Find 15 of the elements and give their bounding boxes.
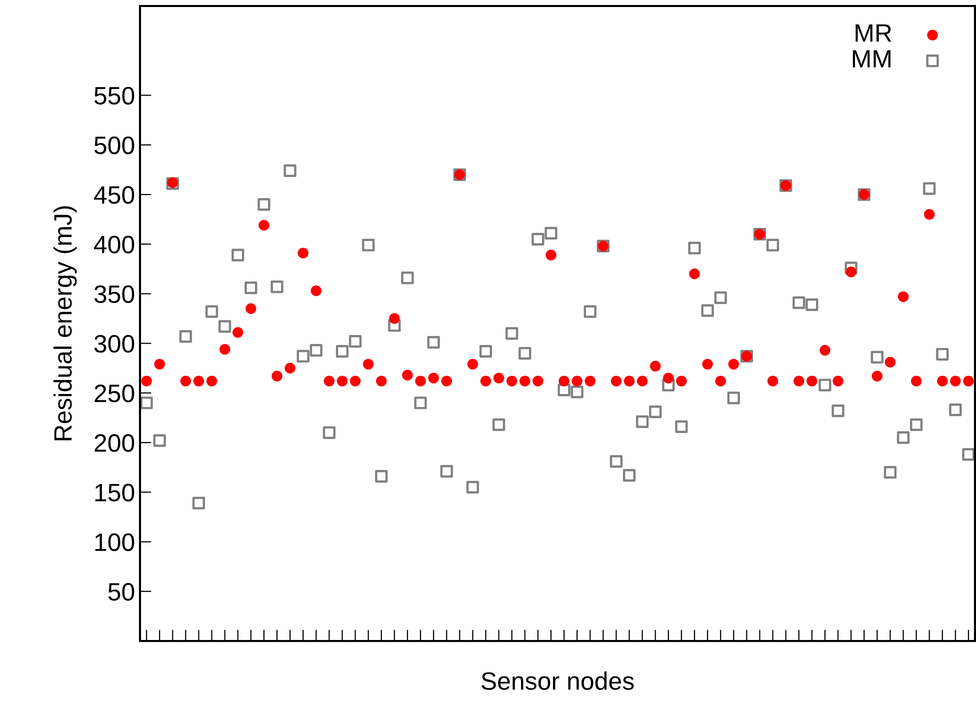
y-tick-label: 550 [94,86,134,105]
y-tick-label: 400 [94,236,134,254]
legend-label: MR [856,24,892,42]
y-tick-label: 500 [94,136,134,154]
y-tick-label: 100 [95,533,134,552]
y-tick-label: 300 [94,334,134,353]
y-tick-label: 450 [94,186,134,204]
y-tick-label: 250 [94,384,134,402]
y-tick-label: 50 [108,582,134,601]
y-axis-title: Residual energy (mJ) [53,206,77,440]
x-axis-title: Sensor nodes [482,672,634,690]
legend-label: MM [852,50,890,68]
y-tick-label: 200 [94,434,134,452]
y-tick-label: 350 [94,285,134,304]
y-tick-label: 150 [95,484,134,502]
